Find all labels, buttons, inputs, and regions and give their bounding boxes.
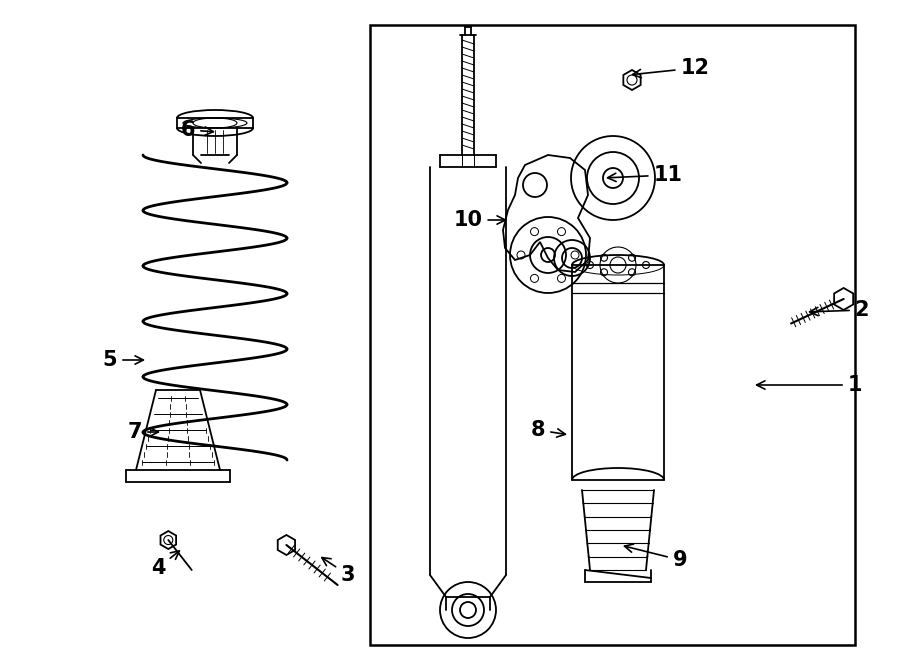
Text: 5: 5 xyxy=(103,350,143,370)
Text: 12: 12 xyxy=(633,58,709,78)
Text: 2: 2 xyxy=(810,300,869,320)
Text: 9: 9 xyxy=(625,544,688,570)
Text: 6: 6 xyxy=(181,120,213,140)
Text: 7: 7 xyxy=(128,422,158,442)
Text: 8: 8 xyxy=(531,420,565,440)
Text: 11: 11 xyxy=(608,165,682,185)
Text: 10: 10 xyxy=(454,210,506,230)
Text: 3: 3 xyxy=(322,557,356,585)
Text: 1: 1 xyxy=(757,375,862,395)
Text: 4: 4 xyxy=(151,551,179,578)
Bar xyxy=(370,25,855,645)
